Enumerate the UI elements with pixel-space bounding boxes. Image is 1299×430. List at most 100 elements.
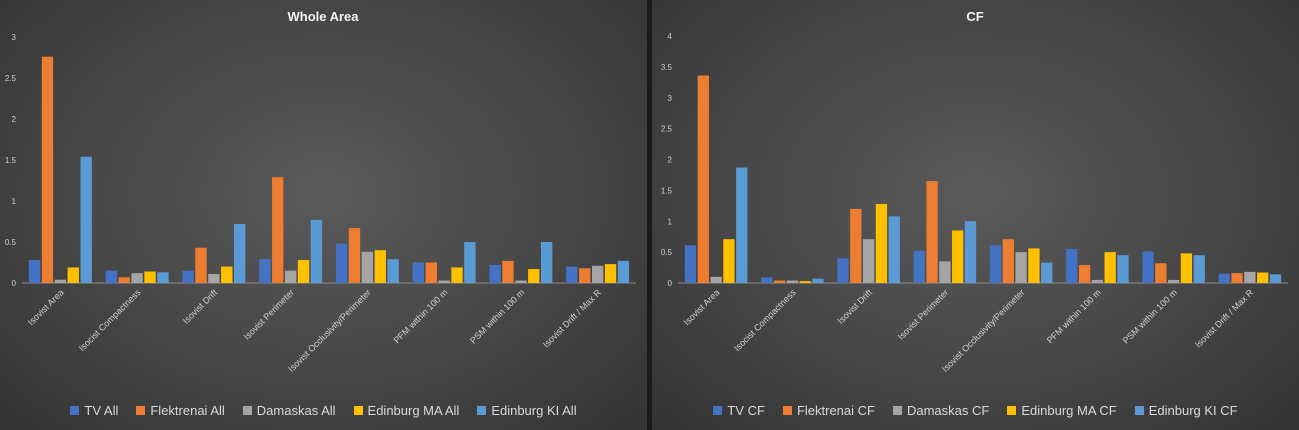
bar-flektrenai-all [425,262,437,283]
bar-tv-cf [684,245,697,283]
bar-tv-all [412,262,425,283]
legend-swatch [136,406,146,415]
bar-edinburg-ki-cf [888,216,900,283]
legend-label: Edinburg MA CF [1021,403,1117,418]
bar-edinburg-ma-cf [875,203,888,283]
bar-flektrenai-all [195,247,207,283]
x-tick-label: Isovist Perimeter [896,287,950,341]
bar-flektrenai-all [579,268,591,283]
y-tick-label: 4 [668,32,673,41]
legend-cf: TV CF Flektrenai CF Damaskas CF Edinburg MA… [652,403,1299,418]
bar-tv-all [489,264,501,283]
legend-swatch [1134,406,1144,415]
bar-damaskas-cf [1091,279,1104,283]
bar-damaskas-all [54,279,67,283]
bar-flektrenai-all [41,56,54,284]
x-tick-label: Isovist Drift / Max R [541,287,604,350]
bar-damaskas-all [591,265,604,283]
chart-panel-cf: CF 0 0.5 1 1.5 2 2.5 3 3.5 4 Isovist Area Isocist C… [652,0,1299,430]
legend-label: Flektrenai CF [796,403,875,418]
bar-tv-all [105,270,118,283]
y-tick-label: 3 [12,33,17,42]
y-tick-label: 1.5 [661,186,673,195]
bar-edinburg-ki-all [464,242,476,283]
bar-edinburg-ki-all [157,272,169,283]
bar-tv-all [566,266,578,283]
bar-edinburg-ki-all [310,219,323,283]
bar-edinburg-ma-cf [1257,272,1269,283]
legend-item: Edinburg MA CF [1007,403,1117,418]
bar-edinburg-ma-all [221,266,233,283]
x-tick-label: Isovist Drift [181,287,220,326]
bar-damaskas-cf [710,276,722,283]
bar-flektrenai-all [118,277,130,283]
x-tick-label: PFM within 100 m [1045,287,1103,345]
bar-edinburg-ma-cf [723,239,735,283]
bar-edinburg-ki-cf [964,221,977,283]
bar-edinburg-ma-all [297,260,310,283]
bar-edinburg-ki-all [387,259,399,283]
bar-edinburg-ki-cf [1269,274,1282,283]
bar-edinburg-ma-all [144,271,156,283]
x-tick-label: Isovist Area [682,287,722,327]
x-tick-label: Isovist Perimeter [242,287,296,341]
x-tick-label: Isovist Area [26,287,66,327]
legend-label: Edinburg KI CF [1148,403,1238,418]
y-tick-label: 0.5 [5,238,17,247]
bar-damaskas-all [284,270,297,283]
bar-damaskas-all [131,273,143,283]
y-tick-label: 2 [12,115,17,124]
bar-edinburg-ma-cf [1104,252,1116,284]
bar-damaskas-cf [862,239,875,283]
legend-swatch [70,406,80,415]
bar-tv-cf [989,245,1002,283]
bar-damaskas-all [361,251,374,283]
bar-edinburg-ki-cf [1193,255,1205,283]
y-tick-label: 0.5 [661,248,673,257]
bar-edinburg-ma-cf [1180,253,1193,283]
legend-swatch [892,406,902,415]
legend-label: TV CF [727,403,765,418]
chart-title: Whole Area [287,9,359,24]
legend-swatch [782,406,792,415]
legend-whole-area: TV All Flektrenai All Damaskas All Edinburg… [0,403,647,418]
bar-flektrenai-cf [1155,263,1167,283]
x-tick-label: Isovist Occlusivity/Perimeter [286,287,373,374]
x-tick-label: Isovist Occlusivity/Perimeter [940,287,1027,374]
bar-flektrenai-cf [773,280,786,283]
bar-edinburg-ki-all [233,223,246,283]
bar-tv-cf [837,258,849,283]
bar-damaskas-cf [1244,271,1256,283]
bar-damaskas-all [438,280,450,283]
legend-swatch [713,406,723,415]
y-tick-label: 3.5 [661,63,673,72]
x-tick-label: Isovist Drift / Max R [1193,287,1256,350]
y-tick-label: 2 [668,156,673,165]
y-tick-label: 2.5 [661,125,673,134]
bar-flektrenai-cf [1231,273,1243,283]
bar-edinburg-ma-cf [799,281,811,283]
y-tick-label: 1.5 [5,156,17,165]
legend-label: Damaskas CF [906,403,990,418]
y-tick-label: 0 [12,279,17,288]
bar-edinburg-ki-cf [812,278,824,283]
x-tick-label: Isocist Compactness [732,287,798,353]
y-tick-label: 2.5 [5,74,17,83]
x-tick-label: PSM within 100 m [1121,287,1179,345]
bar-tv-all [259,259,271,283]
legend-item: Damaskas CF [892,403,990,418]
bar-edinburg-ki-cf [1117,255,1129,283]
legend-item: Flektrenai CF [782,403,875,418]
legend-item: Edinburg KI All [477,403,577,418]
bar-edinburg-ma-cf [1028,248,1040,283]
bar-edinburg-ki-all [617,260,630,283]
bar-edinburg-ki-all [540,242,553,283]
bar-flektrenai-cf [697,75,709,284]
bar-edinburg-ma-all [451,267,463,283]
bar-edinburg-ki-cf [1041,262,1053,283]
bar-tv-all [182,270,194,283]
legend-label: Edinburg KI All [491,403,577,418]
x-tick-label: Isovist Drift [835,287,874,326]
bar-flektrenai-cf [1002,239,1014,283]
bar-tv-cf [761,277,773,283]
